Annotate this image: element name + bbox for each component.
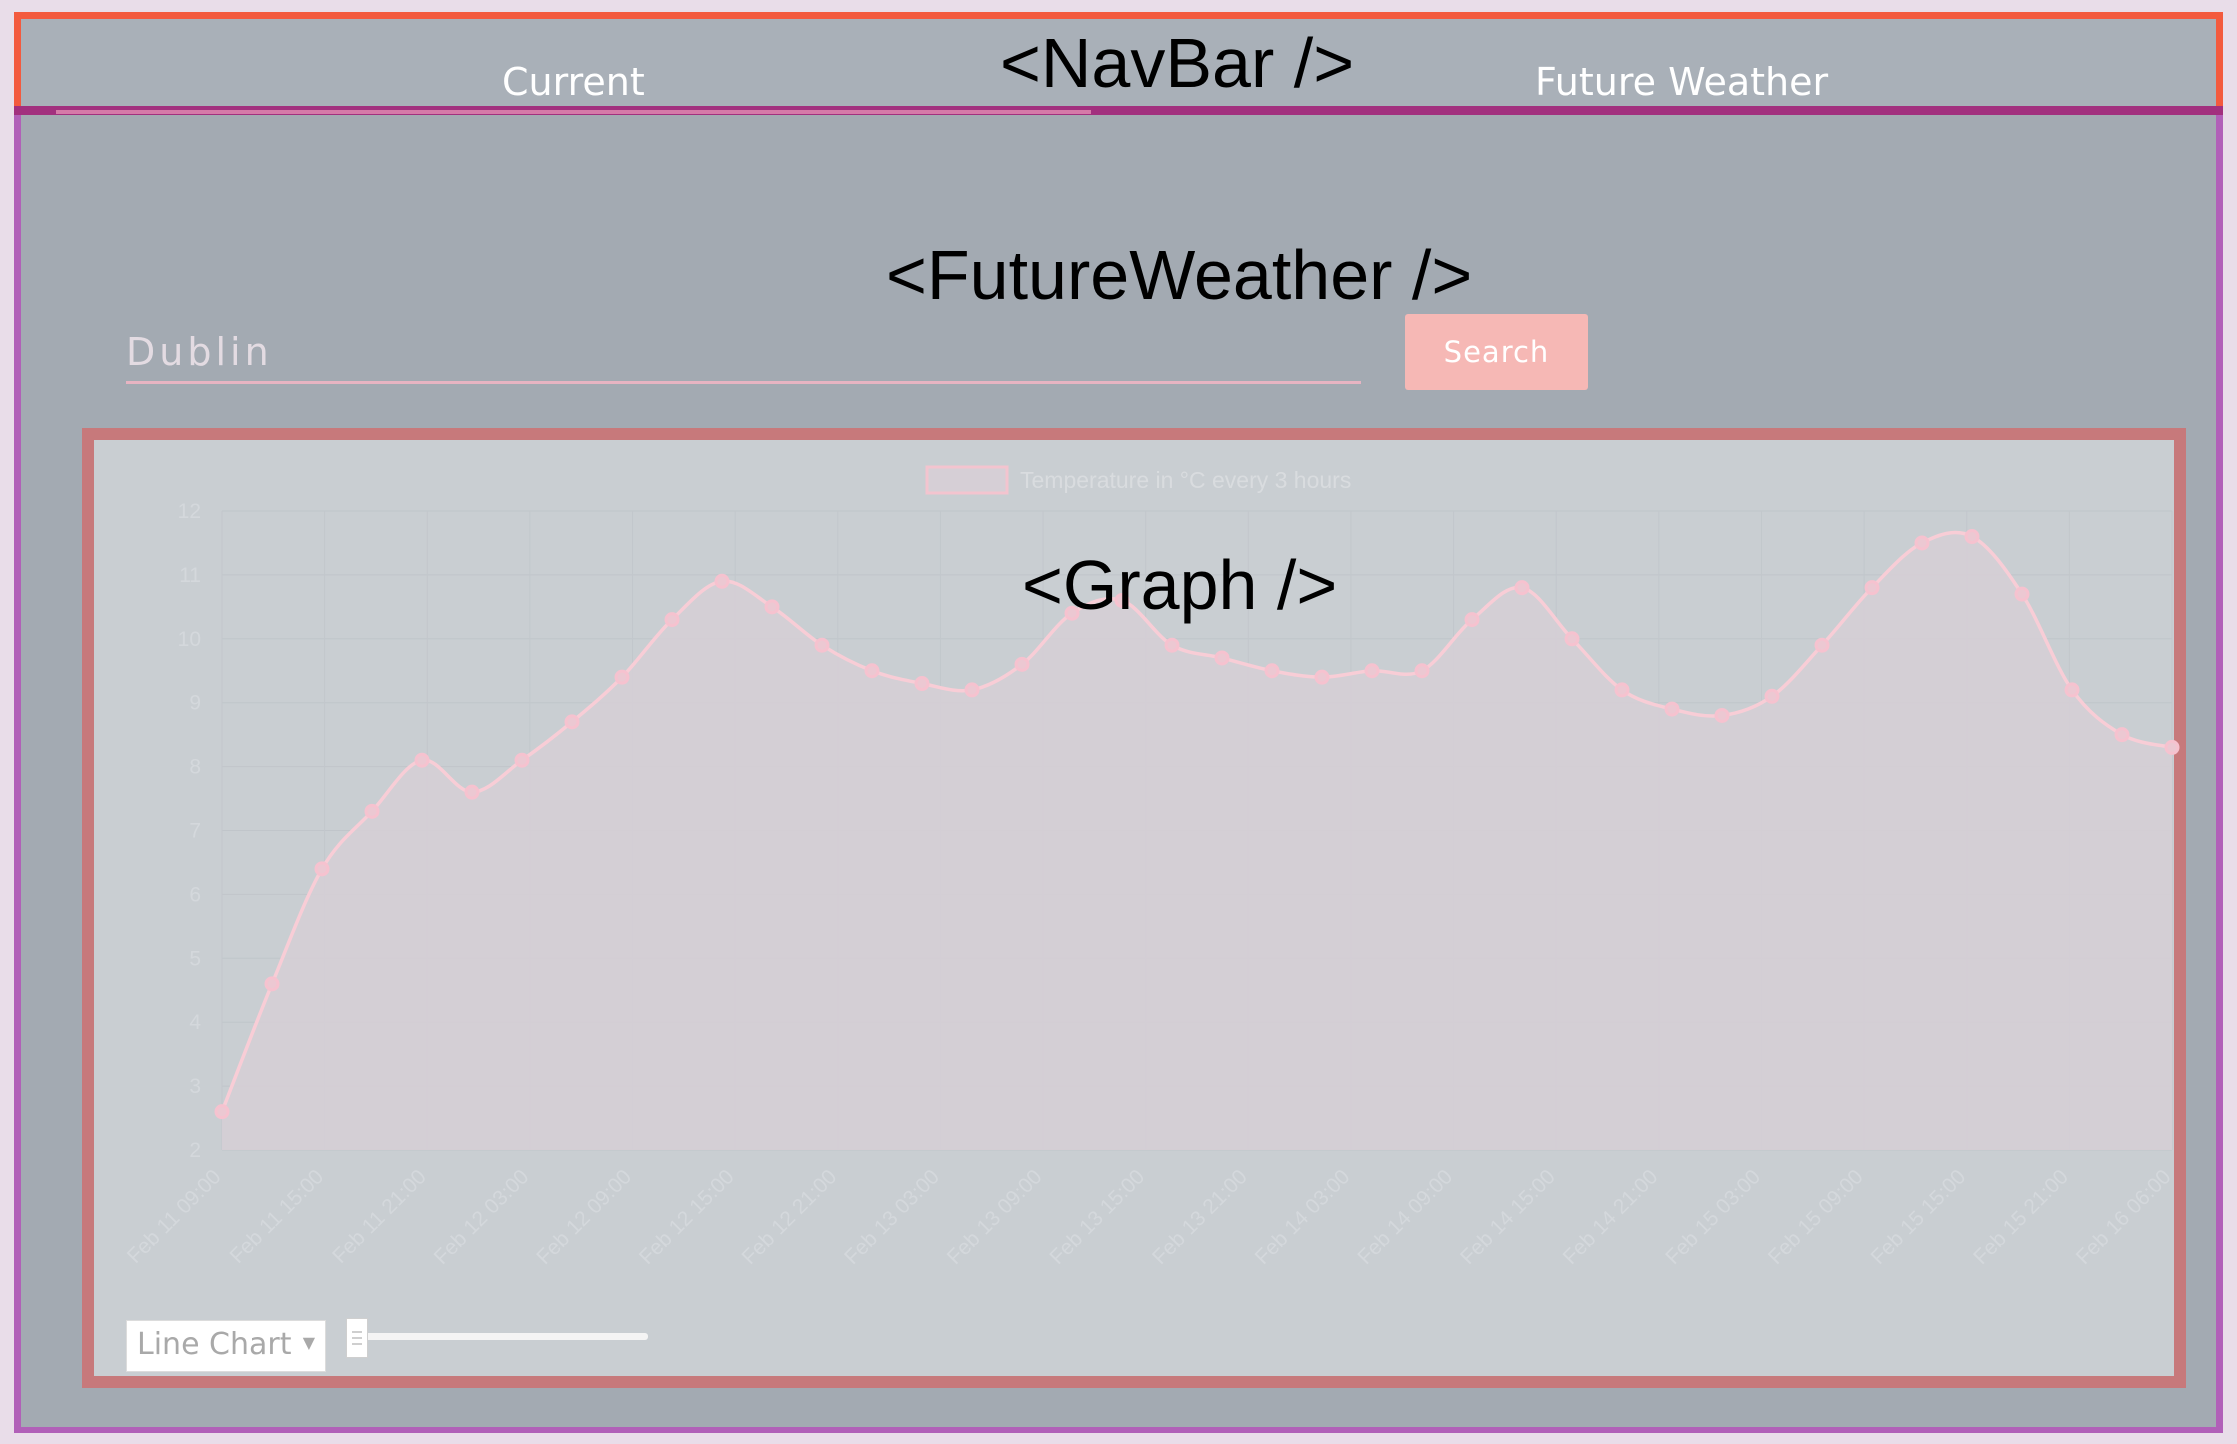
data-point[interactable] [314,861,330,877]
x-tick-label: Feb 15 03:00 [1661,1165,1765,1269]
legend-label: Temperature in °C every 3 hours [1020,467,1351,493]
x-tick-label: Feb 15 15:00 [1866,1165,1970,1269]
nav-link-future-weather[interactable]: Future Weather [1535,60,1829,104]
x-tick-label: Feb 11 09:00 [123,1165,226,1268]
data-point[interactable] [1964,529,1980,545]
navbar-component-label: <NavBar /> [1000,24,1355,102]
data-point[interactable] [964,682,980,698]
data-point[interactable] [864,663,880,679]
search-button[interactable]: Search [1405,314,1588,390]
data-point[interactable] [764,599,780,615]
y-tick-label: 10 [178,628,201,651]
x-tick-label: Feb 12 21:00 [738,1165,842,1269]
range-slider-track[interactable] [362,1333,648,1340]
x-tick-label: Feb 15 21:00 [1969,1165,2073,1269]
data-point[interactable] [2164,739,2180,755]
data-point[interactable] [1764,688,1780,704]
data-point[interactable] [814,637,830,653]
y-tick-label: 9 [189,692,201,715]
data-point[interactable] [1914,535,1930,551]
x-tick-label: Feb 13 21:00 [1148,1165,1252,1269]
data-point[interactable] [1414,663,1430,679]
data-point[interactable] [514,752,530,768]
y-axis-ticks: 2 3 4 5 6 7 8 9 10 11 12 [178,500,202,1162]
data-point[interactable] [1514,580,1530,596]
data-point[interactable] [214,1104,230,1120]
x-tick-label: Feb 14 09:00 [1353,1165,1457,1269]
navbar-underline [14,106,2223,115]
y-tick-label: 5 [189,947,201,970]
data-point[interactable] [2014,586,2030,602]
data-point[interactable] [1464,612,1480,628]
x-tick-label: Feb 13 09:00 [943,1165,1047,1269]
future-weather-component-label: <FutureWeather /> [886,236,1473,314]
navbar: Current Future Weather [14,12,2223,115]
data-point[interactable] [1864,580,1880,596]
data-point[interactable] [714,573,730,589]
data-point[interactable] [1364,663,1380,679]
x-tick-label: Feb 14 03:00 [1251,1165,1355,1269]
data-point[interactable] [1214,650,1230,666]
x-tick-label: Feb 15 09:00 [1764,1165,1868,1269]
y-tick-label: 7 [189,820,201,843]
data-point[interactable] [1164,637,1180,653]
x-tick-label: Feb 14 15:00 [1456,1165,1560,1269]
data-point[interactable] [364,803,380,819]
y-tick-label: 8 [189,756,201,779]
data-point[interactable] [1264,663,1280,679]
chart-legend[interactable]: Temperature in °C every 3 hours [925,465,1351,495]
x-tick-label: Feb 12 15:00 [635,1165,739,1269]
data-point[interactable] [1714,707,1730,723]
data-point[interactable] [2064,682,2080,698]
data-point[interactable] [1664,701,1680,717]
data-point[interactable] [1114,592,1130,608]
x-tick-label: Feb 12 03:00 [430,1165,534,1269]
x-tick-label: Feb 16 06:00 [2072,1165,2176,1269]
legend-swatch [925,465,1009,495]
chart-type-select[interactable]: Line Chart ▼ [126,1320,326,1372]
city-search-input[interactable] [126,322,1361,384]
data-point[interactable] [464,784,480,800]
x-axis-ticks: Feb 11 09:00 Feb 11 15:00 Feb 11 21:00Feb … [123,1165,2176,1269]
graph-component-label: <Graph /> [1022,546,1338,624]
y-tick-label: 2 [189,1139,201,1162]
active-tab-indicator [56,110,1091,114]
data-point[interactable] [2114,727,2130,743]
x-tick-label: Feb 13 15:00 [1045,1165,1149,1269]
y-tick-label: 11 [179,564,201,587]
data-point[interactable] [564,714,580,730]
y-tick-label: 12 [178,500,201,523]
y-tick-label: 6 [189,883,201,906]
x-tick-label: Feb 13 03:00 [840,1165,944,1269]
data-point[interactable] [1014,656,1030,672]
x-tick-label: Feb 11 21:00 [328,1165,431,1268]
nav-link-current[interactable]: Current [502,60,645,104]
data-point[interactable] [264,976,280,992]
chart-type-value: Line Chart [137,1327,292,1362]
data-point[interactable] [414,752,430,768]
temperature-area-fill [222,532,2172,1150]
data-point[interactable] [1064,605,1080,621]
data-point[interactable] [614,669,630,685]
data-point[interactable] [914,676,930,692]
range-slider-handle[interactable] [346,1318,368,1358]
x-tick-label: Feb 12 09:00 [532,1165,636,1269]
data-point[interactable] [664,612,680,628]
x-tick-label: Feb 14 21:00 [1559,1165,1663,1269]
y-tick-label: 3 [189,1075,201,1098]
temperature-points [214,529,2180,1120]
data-point[interactable] [1314,669,1330,685]
data-point[interactable] [1614,682,1630,698]
x-tick-label: Feb 11 15:00 [225,1165,328,1268]
y-tick-label: 4 [189,1011,201,1034]
data-point[interactable] [1814,637,1830,653]
data-point[interactable] [1564,631,1580,647]
chevron-down-icon: ▼ [302,1333,315,1352]
